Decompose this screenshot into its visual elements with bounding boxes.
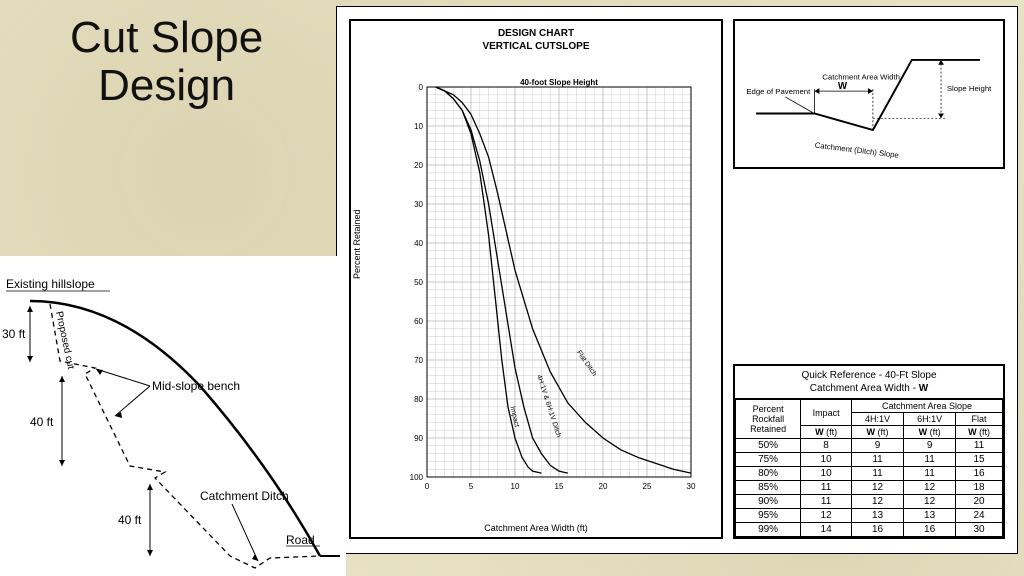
svg-text:Edge of Pavement: Edge of Pavement <box>746 87 811 96</box>
table-row: 95%12131324 <box>736 509 1003 523</box>
chart-title-l1: DESIGN CHART <box>498 28 574 39</box>
svg-text:40: 40 <box>414 239 423 248</box>
quick-ref-table: Quick Reference - 40-Ft Slope Catchment … <box>733 364 1005 539</box>
chart-xlabel: Catchment Area Width (ft) <box>351 523 721 533</box>
title-line2: Design <box>98 61 235 110</box>
table-row: 50%89911 <box>736 439 1003 453</box>
design-chart: DESIGN CHART VERTICAL CUTSLOPE Percent R… <box>349 19 723 539</box>
cross-section: Edge of Pavement Catchment Area WidthW Cat… <box>733 19 1005 169</box>
svg-text:0: 0 <box>425 482 430 491</box>
svg-text:Slope Height: Slope Height <box>947 84 992 93</box>
svg-text:30: 30 <box>414 200 423 209</box>
svg-text:90: 90 <box>414 434 423 443</box>
table-row: 90%11121220 <box>736 495 1003 509</box>
svg-text:40 ft: 40 ft <box>30 415 54 429</box>
svg-text:Catchment Ditch: Catchment Ditch <box>200 489 289 503</box>
chart-title-l2: VERTICAL CUTSLOPE <box>482 41 589 52</box>
title-line1: Cut Slope <box>70 13 263 62</box>
right-panel: DESIGN CHART VERTICAL CUTSLOPE Percent R… <box>336 6 1018 554</box>
svg-text:Catchment Area Width: Catchment Area Width <box>822 72 900 81</box>
table-row: 85%11121218 <box>736 481 1003 495</box>
page-title: Cut Slope Design <box>70 14 263 111</box>
svg-text:40 ft: 40 ft <box>118 513 142 527</box>
svg-text:15: 15 <box>555 482 564 491</box>
svg-text:20: 20 <box>414 161 423 170</box>
svg-text:30: 30 <box>687 482 696 491</box>
svg-text:25: 25 <box>643 482 652 491</box>
svg-text:40-foot Slope Height: 40-foot Slope Height <box>520 78 598 87</box>
table-row: 80%10111116 <box>736 467 1003 481</box>
svg-text:10: 10 <box>511 482 520 491</box>
svg-text:4H:1V & 6H:1V Ditch: 4H:1V & 6H:1V Ditch <box>535 374 562 438</box>
svg-text:30 ft: 30 ft <box>2 327 26 341</box>
svg-text:W: W <box>838 81 848 92</box>
svg-text:80: 80 <box>414 395 423 404</box>
svg-text:Catchment (Ditch) Slope: Catchment (Ditch) Slope <box>814 141 899 160</box>
svg-text:100: 100 <box>410 473 424 482</box>
svg-text:Road: Road <box>286 533 315 547</box>
svg-text:Mid-slope bench: Mid-slope bench <box>152 379 240 393</box>
svg-text:0: 0 <box>419 83 424 92</box>
svg-text:50: 50 <box>414 278 423 287</box>
svg-text:5: 5 <box>469 482 474 491</box>
table-row: 75%10111115 <box>736 453 1003 467</box>
hillslope-sketch: Existing hillslopeProposed cut30 ft40 ft… <box>0 256 346 576</box>
svg-text:70: 70 <box>414 356 423 365</box>
svg-text:20: 20 <box>599 482 608 491</box>
chart-ylabel: Percent Retained <box>352 209 362 279</box>
svg-text:60: 60 <box>414 317 423 326</box>
chart-plot: 0 5 10 15 20 25 30 0 10 20 30 40 50 60 70 80 90 100 40-foo… <box>399 73 699 503</box>
svg-text:10: 10 <box>414 122 423 131</box>
svg-text:Existing hillslope: Existing hillslope <box>6 277 95 291</box>
table-row: 99%14161630 <box>736 523 1003 537</box>
table-caption: Quick Reference - 40-Ft Slope Catchment … <box>735 366 1003 399</box>
